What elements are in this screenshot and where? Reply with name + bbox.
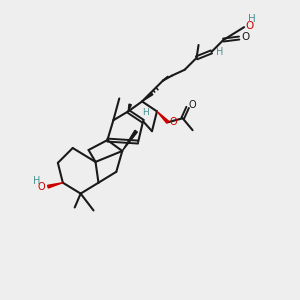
Text: O: O [170, 117, 177, 127]
Text: O: O [38, 182, 45, 192]
Text: H: H [248, 14, 256, 24]
Polygon shape [128, 104, 131, 111]
Text: O: O [241, 32, 249, 42]
Polygon shape [48, 183, 63, 188]
Text: O: O [189, 100, 196, 110]
Polygon shape [142, 92, 153, 101]
Polygon shape [122, 130, 137, 151]
Text: H: H [216, 47, 223, 57]
Text: H: H [33, 176, 41, 186]
Text: O: O [245, 21, 254, 31]
Text: H: H [142, 108, 148, 117]
Polygon shape [157, 111, 169, 123]
